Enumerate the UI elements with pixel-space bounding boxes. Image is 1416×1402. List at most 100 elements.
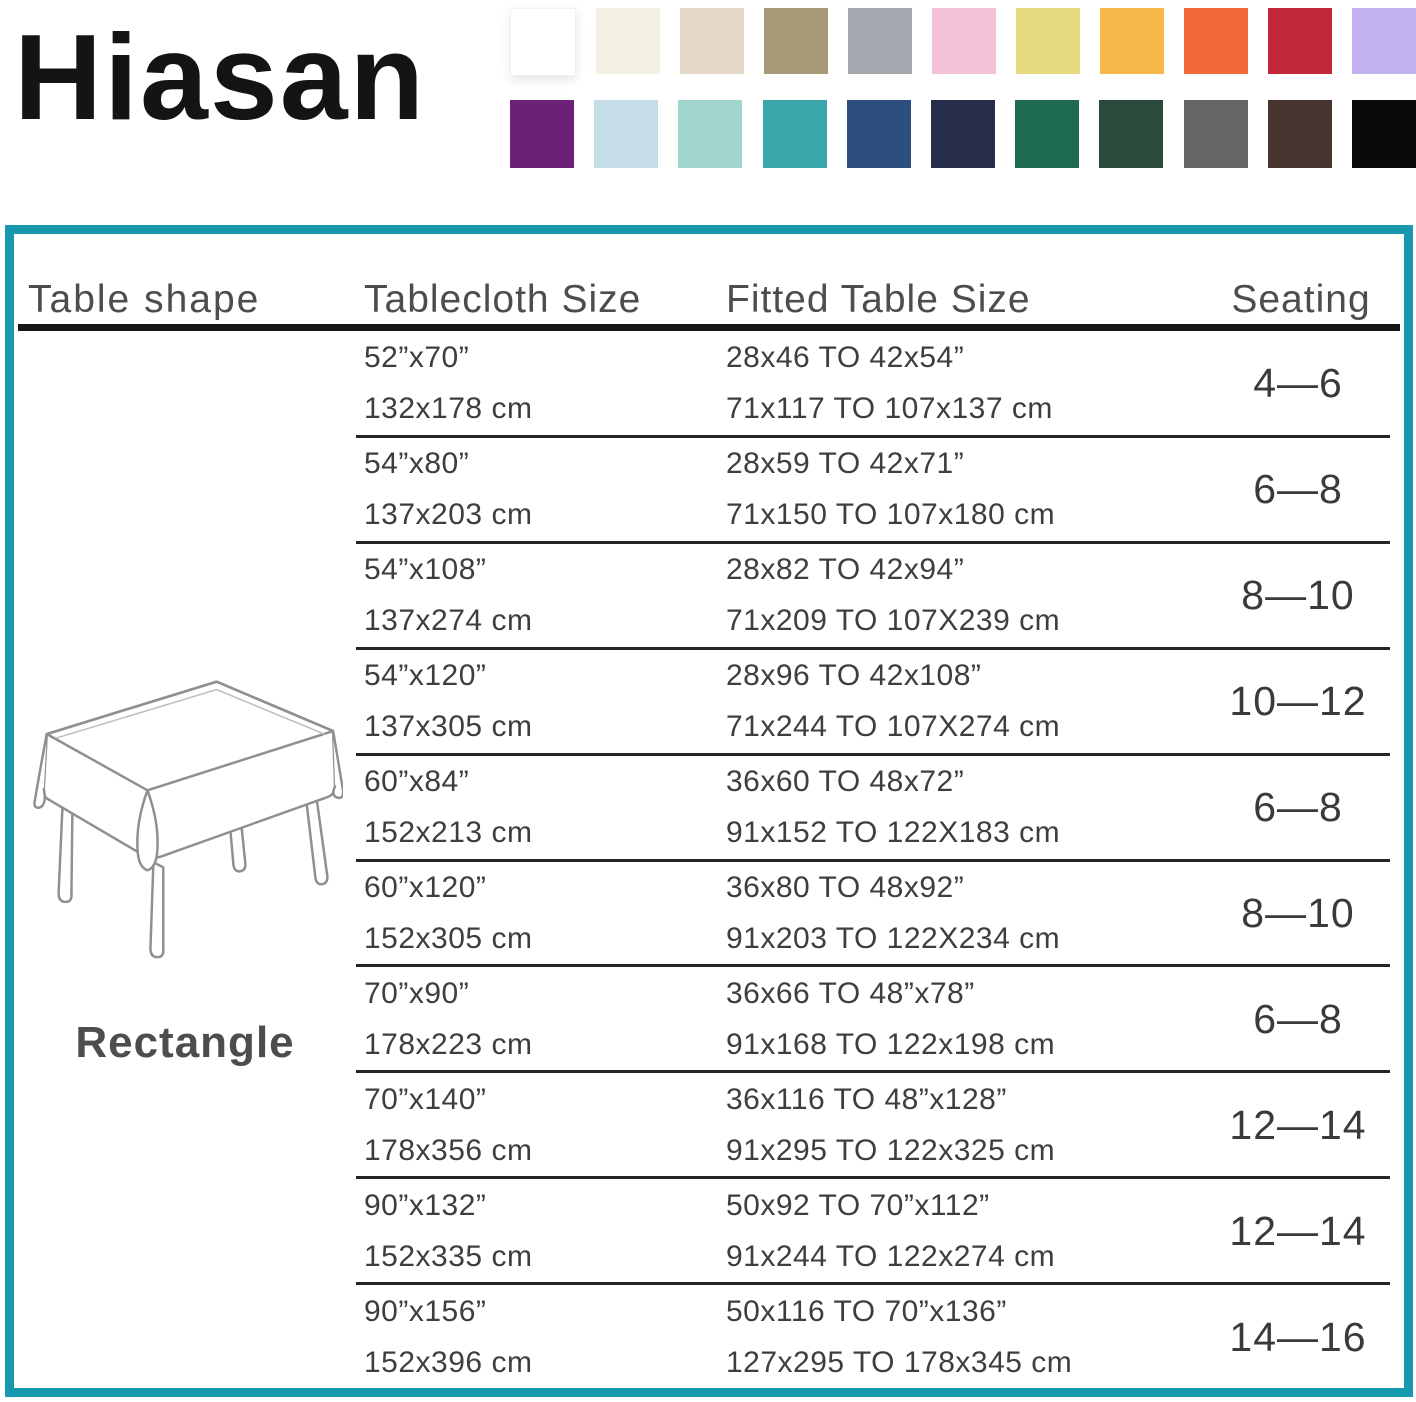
fitted-size-cm: 71x244 TO 107X274 cm (726, 710, 1061, 744)
fitted-size-inches: 28x82 TO 42x94” (726, 553, 965, 587)
fitted-table-size-cell: 36x116 TO 48”x128” 91x295 TO 122x325 cm (718, 1072, 1198, 1178)
tablecloth-size-cm: 178x223 cm (364, 1027, 533, 1061)
tablecloth-size-inches: 90”x132” (364, 1188, 487, 1222)
color-swatch (932, 8, 996, 74)
tablecloth-size-inches: 60”x84” (364, 765, 470, 799)
fitted-size-cm: 127x295 TO 178x345 cm (726, 1345, 1073, 1379)
swatch-row-2 (510, 100, 1416, 168)
tablecloth-size-cell: 90”x156” 152x396 cm (356, 1284, 718, 1390)
fitted-size-inches: 28x96 TO 42x108” (726, 659, 982, 693)
tablecloth-size-inches: 70”x90” (364, 976, 470, 1010)
color-swatch (678, 100, 743, 168)
color-swatch (848, 8, 912, 74)
tablecloth-size-inches: 54”x80” (364, 447, 470, 481)
seating-value: 12—14 (1229, 1101, 1367, 1148)
tablecloth-size-cm: 178x356 cm (364, 1133, 533, 1167)
fitted-size-cm: 91x295 TO 122x325 cm (726, 1133, 1056, 1167)
fitted-table-size-cell: 28x59 TO 42x71” 71x150 TO 107x180 cm (718, 437, 1198, 543)
tablecloth-size-cell: 70”x90” 178x223 cm (356, 966, 718, 1072)
table-row: 60”x120” 152x305 cm 36x80 TO 48x92” 91x2… (356, 861, 1404, 968)
tablecloth-size-cell: 60”x84” 152x213 cm (356, 755, 718, 861)
fitted-size-cm: 71x150 TO 107x180 cm (726, 498, 1056, 532)
tablecloth-size-cm: 152x396 cm (364, 1345, 533, 1379)
fitted-size-inches: 50x116 TO 70”x136” (726, 1294, 1007, 1328)
color-swatch (594, 100, 659, 168)
fitted-size-inches: 36x66 TO 48”x78” (726, 976, 975, 1010)
column-header-fitted-table-size: Fitted Table Size (726, 278, 1031, 321)
size-chart-rows: 52”x70” 132x178 cm 28x46 TO 42x54” 71x11… (356, 331, 1404, 1390)
tablecloth-size-cell: 70”x140” 178x356 cm (356, 1072, 718, 1178)
tablecloth-size-cm: 152x335 cm (364, 1239, 533, 1273)
column-header-tablecloth-size: Tablecloth Size (364, 278, 642, 321)
table-row: 54”x80” 137x203 cm 28x59 TO 42x71” 71x15… (356, 437, 1404, 544)
color-swatch (1184, 8, 1248, 74)
table-shape-cell: Rectangle (14, 331, 356, 1390)
color-swatch (764, 8, 828, 74)
seating-value: 8—10 (1241, 572, 1355, 619)
seating-value: 12—14 (1229, 1207, 1367, 1254)
tablecloth-size-cm: 137x305 cm (364, 710, 533, 744)
color-swatch (1351, 100, 1416, 168)
fitted-table-size-cell: 36x60 TO 48x72” 91x152 TO 122X183 cm (718, 755, 1198, 861)
fitted-table-size-cell: 50x92 TO 70”x112” 91x244 TO 122x274 cm (718, 1178, 1198, 1284)
size-chart-header: Table shape Tablecloth Size Fitted Table… (14, 234, 1404, 324)
fitted-table-size-cell: 36x80 TO 48x92” 91x203 TO 122X234 cm (718, 861, 1198, 967)
shape-label: Rectangle (75, 1017, 295, 1067)
fitted-size-inches: 36x80 TO 48x92” (726, 870, 965, 904)
color-swatch (510, 8, 576, 76)
header-divider (18, 324, 1400, 331)
seating-value: 14—16 (1229, 1313, 1367, 1360)
fitted-size-cm: 71x117 TO 107x137 cm (726, 392, 1053, 426)
color-swatch (930, 100, 995, 168)
color-swatch (846, 100, 911, 168)
color-swatch (596, 8, 660, 74)
color-swatch (510, 100, 574, 168)
table-row: 60”x84” 152x213 cm 36x60 TO 48x72” 91x15… (356, 755, 1404, 862)
color-swatch (1268, 8, 1332, 74)
tablecloth-size-inches: 70”x140” (364, 1082, 487, 1116)
color-swatch (1099, 100, 1164, 168)
table-row: 54”x120” 137x305 cm 28x96 TO 42x108” 71x… (356, 649, 1404, 756)
fitted-size-inches: 36x60 TO 48x72” (726, 765, 965, 799)
color-swatch (1267, 100, 1332, 168)
fitted-table-size-cell: 50x116 TO 70”x136” 127x295 TO 178x345 cm (718, 1284, 1198, 1390)
tablecloth-size-cell: 54”x108” 137x274 cm (356, 543, 718, 649)
column-header-seating: Seating (1231, 278, 1371, 321)
fitted-size-cm: 91x152 TO 122X183 cm (726, 816, 1061, 850)
tablecloth-size-inches: 54”x108” (364, 553, 487, 587)
size-chart-table: Table shape Tablecloth Size Fitted Table… (5, 225, 1413, 1397)
fitted-table-size-cell: 36x66 TO 48”x78” 91x168 TO 122x198 cm (718, 966, 1198, 1072)
color-swatch (1183, 100, 1248, 168)
rectangle-table-icon (33, 679, 343, 958)
seating-value: 10—12 (1229, 678, 1367, 725)
tablecloth-size-inches: 60”x120” (364, 870, 487, 904)
swatch-row-1 (510, 8, 1416, 76)
table-row: 54”x108” 137x274 cm 28x82 TO 42x94” 71x2… (356, 543, 1404, 650)
tablecloth-size-cm: 132x178 cm (364, 392, 533, 426)
fitted-table-size-cell: 28x46 TO 42x54” 71x117 TO 107x137 cm (718, 331, 1198, 437)
table-row: 90”x132” 152x335 cm 50x92 TO 70”x112” 91… (356, 1178, 1404, 1286)
fitted-size-cm: 91x244 TO 122x274 cm (726, 1239, 1056, 1273)
fitted-size-cm: 71x209 TO 107X239 cm (726, 604, 1061, 638)
column-header-table-shape: Table shape (28, 278, 261, 321)
seating-value: 6—8 (1253, 466, 1343, 513)
tablecloth-size-inches: 52”x70” (364, 341, 470, 375)
tablecloth-size-cm: 152x213 cm (364, 816, 533, 850)
fitted-size-inches: 50x92 TO 70”x112” (726, 1188, 990, 1222)
fitted-table-size-cell: 28x82 TO 42x94” 71x209 TO 107X239 cm (718, 543, 1198, 649)
fitted-size-cm: 91x203 TO 122X234 cm (726, 921, 1061, 955)
table-row: 52”x70” 132x178 cm 28x46 TO 42x54” 71x11… (356, 331, 1404, 438)
color-swatch-grid (510, 8, 1416, 168)
tablecloth-size-cm: 137x203 cm (364, 498, 533, 532)
color-swatch (1015, 100, 1080, 168)
seating-value: 6—8 (1253, 995, 1343, 1042)
fitted-size-inches: 28x59 TO 42x71” (726, 447, 965, 481)
tablecloth-size-inches: 54”x120” (364, 659, 487, 693)
size-chart-body: Rectangle 52”x70” 132x178 cm 28x46 TO 42… (14, 331, 1404, 1390)
table-row: 70”x90” 178x223 cm 36x66 TO 48”x78” 91x1… (356, 966, 1404, 1074)
color-swatch (762, 100, 827, 168)
tablecloth-size-inches: 90”x156” (364, 1294, 487, 1328)
tablecloth-size-cell: 90”x132” 152x335 cm (356, 1178, 718, 1284)
color-swatch (1016, 8, 1080, 74)
